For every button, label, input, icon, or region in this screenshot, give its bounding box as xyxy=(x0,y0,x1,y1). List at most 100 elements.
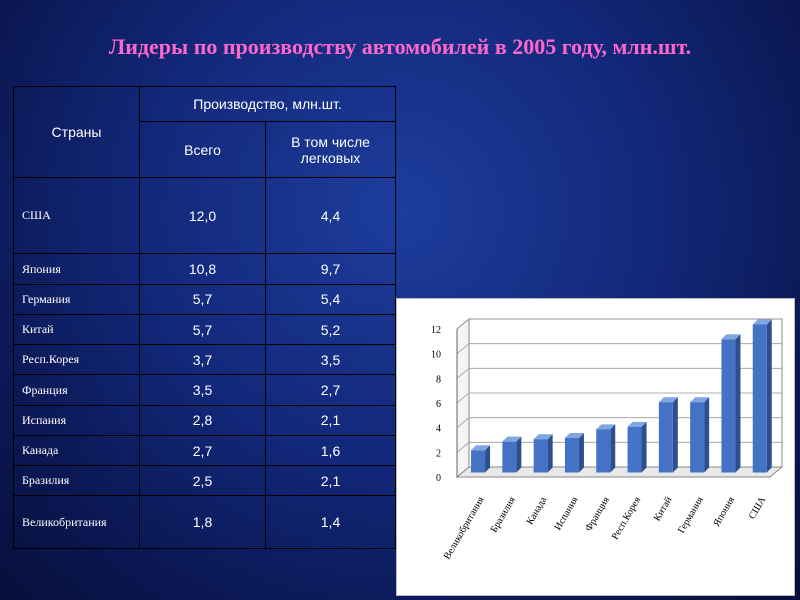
table-row: Респ.Корея 3,7 3,5 xyxy=(13,344,396,376)
country-cell: США xyxy=(13,176,140,255)
total-cell: 2,8 xyxy=(139,404,266,436)
bar-chart-svg: 0 2 4 6 8 10 12 Великобритания Бразилия Канада Исп… xyxy=(431,317,784,562)
bar-top xyxy=(690,397,710,403)
bar xyxy=(690,402,705,473)
x-tick-label: Япония xyxy=(711,495,737,529)
total-cell: 2,5 xyxy=(139,465,266,497)
x-tick-label: Испания xyxy=(553,495,581,533)
bar-top xyxy=(502,436,522,442)
bar xyxy=(471,450,486,473)
passenger-cell: 2,7 xyxy=(265,374,396,406)
table-row: Япония 10,8 9,7 xyxy=(13,253,396,285)
table-row: Великобритания 1,8 1,4 xyxy=(13,495,396,549)
passenger-cell: 1,6 xyxy=(265,434,396,467)
bar xyxy=(596,429,611,473)
x-tick-label: Франция xyxy=(583,495,612,534)
x-tick-label: Великобритания xyxy=(442,495,487,562)
bar xyxy=(752,324,767,473)
header-production: Производство, млн.шт. xyxy=(139,85,396,123)
bar-side xyxy=(485,445,491,473)
passenger-cell: 2,1 xyxy=(265,404,396,436)
bar-side xyxy=(704,397,710,473)
y-tick-label: 12 xyxy=(431,325,441,336)
table-row: Бразилия 2,5 2,1 xyxy=(13,465,396,497)
passenger-cell: 2,1 xyxy=(265,465,396,497)
passenger-cell: 3,5 xyxy=(265,344,396,376)
y-tick-label: 6 xyxy=(436,399,441,410)
bar xyxy=(658,402,673,473)
x-tick-label: США xyxy=(747,494,769,521)
gridline-side xyxy=(456,368,470,379)
table-body: США 12,0 4,4 Япония 10,8 9,7 Германия 5,7 5,4 Кит… xyxy=(13,176,396,549)
bar-top xyxy=(658,397,678,403)
bar-top xyxy=(596,424,616,430)
x-tick-label: Респ.Корея xyxy=(610,495,644,542)
y-tick-label: 10 xyxy=(431,350,441,361)
country-cell: Канада xyxy=(13,434,140,467)
table-row: Испания 2,8 2,1 xyxy=(13,404,396,436)
total-cell: 10,8 xyxy=(139,253,266,285)
gridline-side xyxy=(456,417,470,428)
x-tick-label: Бразилия xyxy=(489,495,518,535)
country-cell: Япония xyxy=(13,253,140,285)
bar-side xyxy=(547,434,553,473)
bar-top xyxy=(721,334,741,340)
x-tick-label: Канада xyxy=(525,495,550,527)
bar-top xyxy=(471,445,491,451)
total-cell: 5,7 xyxy=(139,313,266,346)
x-tick-label: Германия xyxy=(676,495,706,536)
passenger-cell: 1,4 xyxy=(265,495,396,549)
gridline-side xyxy=(456,318,470,330)
header-passenger: В том числе легковых xyxy=(265,121,396,178)
slide-title: Лидеры по производству автомобилей в 200… xyxy=(108,34,692,59)
bar-side xyxy=(578,432,584,473)
table-row: Канада 2,7 1,6 xyxy=(13,434,396,467)
bar-side xyxy=(610,424,616,473)
passenger-cell: 9,7 xyxy=(265,253,396,285)
header-total: Всего xyxy=(139,121,266,178)
gridline-side xyxy=(456,343,470,354)
total-cell: 1,8 xyxy=(139,495,266,549)
passenger-cell: 5,4 xyxy=(265,283,396,315)
country-cell: Франция xyxy=(13,374,140,406)
passenger-cell: 4,4 xyxy=(265,176,396,255)
header-country: Страны xyxy=(13,86,140,178)
bar-side xyxy=(735,334,741,473)
country-cell: Германия xyxy=(13,283,140,315)
gridline-side xyxy=(456,442,470,453)
total-cell: 2,7 xyxy=(139,434,266,467)
country-cell: Респ.Корея xyxy=(13,344,140,376)
y-tick-label: 0 xyxy=(436,473,441,484)
gridline-side xyxy=(456,392,470,404)
bar-side xyxy=(766,319,772,473)
bar-top xyxy=(533,434,553,440)
total-cell: 3,5 xyxy=(139,374,266,406)
bar-top xyxy=(564,432,584,438)
production-table: Страны Производство, млн.шт. Всего В том… xyxy=(13,85,396,549)
bar-top xyxy=(752,319,772,325)
x-tick-label: Китай xyxy=(652,494,675,523)
bar xyxy=(502,441,517,473)
passenger-cell: 5,2 xyxy=(265,313,396,346)
bar-chart: 0 2 4 6 8 10 12 Великобритания Бразилия Канада Исп… xyxy=(396,298,795,596)
bar-side xyxy=(516,436,522,473)
country-cell: Великобритания xyxy=(13,495,140,549)
table-row: Германия 5,7 5,4 xyxy=(13,283,396,315)
table-row: США 12,0 4,4 xyxy=(13,176,396,255)
bar xyxy=(721,339,736,473)
y-tick-label: 4 xyxy=(436,424,441,435)
country-cell: Испания xyxy=(13,404,140,436)
y-tick-label: 2 xyxy=(436,448,441,459)
country-cell: Китай xyxy=(13,313,140,346)
total-cell: 3,7 xyxy=(139,344,266,376)
table-row: Франция 3,5 2,7 xyxy=(13,374,396,406)
total-cell: 12,0 xyxy=(139,176,266,255)
bar-side xyxy=(672,397,678,473)
bar xyxy=(533,439,548,473)
bar xyxy=(627,426,642,473)
country-cell: Бразилия xyxy=(13,465,140,497)
table-row: Китай 5,7 5,2 xyxy=(13,313,396,346)
total-cell: 5,7 xyxy=(139,283,266,315)
bar-top xyxy=(627,421,647,427)
bar-side xyxy=(641,421,647,473)
